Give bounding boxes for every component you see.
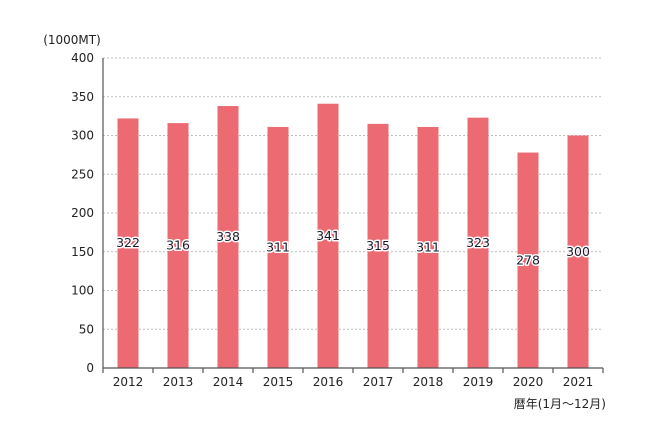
bar-2016 [317, 103, 339, 368]
x-tick-label-2018: 2018 [413, 375, 444, 389]
bar-2020 [517, 152, 539, 368]
bar-2012 [117, 118, 139, 368]
value-labels: 322 316 338 311 341 315 311 323 278 300 [115, 226, 592, 268]
y-tick-label-250: 250 [71, 167, 94, 181]
value-label-2015: 311 [266, 239, 290, 254]
x-tick-label-2013: 2013 [163, 375, 194, 389]
y-tick-label-350: 350 [71, 90, 94, 104]
value-label-2017: 315 [366, 238, 390, 253]
axes [102, 58, 604, 373]
y-tick-label-0: 0 [86, 361, 94, 375]
x-axis-label: 暦年(1月〜12月) [514, 397, 606, 411]
x-tick-label-2016: 2016 [313, 375, 344, 389]
x-tick-labels: 2012 2013 2014 2015 2016 2017 2018 2019 2020 2021 [113, 375, 594, 389]
x-tick-label-2017: 2017 [363, 375, 394, 389]
x-tick-label-2015: 2015 [263, 375, 294, 389]
x-tick-label-2012: 2012 [113, 375, 144, 389]
value-label-2020: 278 [516, 252, 540, 267]
value-label-2018: 311 [416, 239, 440, 254]
value-label-2012: 322 [116, 235, 140, 250]
value-label-2013: 316 [166, 238, 190, 253]
bars [117, 103, 589, 369]
y-tick-label-50: 50 [79, 322, 94, 336]
x-tick-label-2014: 2014 [213, 375, 244, 389]
y-tick-label-300: 300 [71, 129, 94, 143]
value-label-2021: 300 [566, 244, 590, 259]
bar-2018 [417, 126, 439, 368]
x-tick-label-2020: 2020 [513, 375, 544, 389]
value-label-2014: 338 [216, 229, 240, 244]
bar-2019 [467, 117, 489, 368]
value-label-2019: 323 [466, 235, 490, 250]
value-label-2016: 341 [316, 228, 340, 243]
bar-2021 [567, 135, 589, 368]
y-axis-unit-label: (1000MT) [43, 33, 101, 47]
y-tick-label-100: 100 [71, 284, 94, 298]
bar-2013 [167, 123, 189, 368]
y-tick-label-400: 400 [71, 51, 94, 65]
bar-2017 [367, 123, 389, 368]
y-tick-label-200: 200 [71, 206, 94, 220]
x-tick-label-2021: 2021 [563, 375, 594, 389]
bar-2015 [267, 126, 289, 368]
x-tick-label-2019: 2019 [463, 375, 494, 389]
y-tick-label-150: 150 [71, 245, 94, 259]
bar-2014 [217, 106, 239, 369]
y-tick-labels: 0 50 100 150 200 250 300 350 400 [71, 51, 94, 375]
